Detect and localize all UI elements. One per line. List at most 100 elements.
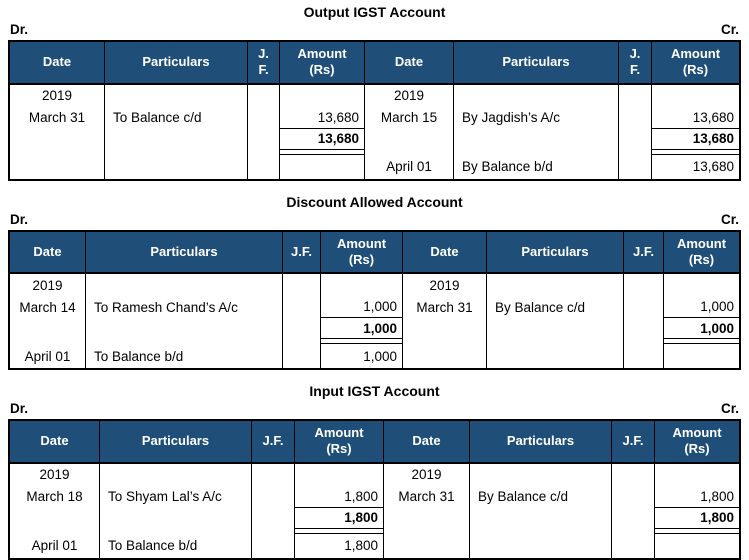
spacer-cell (384, 508, 469, 529)
spacer-cell (454, 129, 618, 150)
double-rule (652, 150, 739, 155)
spacer-cell (403, 318, 486, 339)
closing-particulars: By Balance b/d (462, 159, 553, 174)
entry-amount: 1,800 (295, 486, 383, 508)
double-rule (280, 150, 364, 155)
jf-cell (252, 486, 294, 508)
table-body: 2019 March 31 To Balance c/d (10, 84, 739, 179)
date-column-dr: 2019 March 14 April 01 (10, 274, 86, 368)
spacer-cell (10, 508, 99, 529)
entry-date: March 14 (19, 299, 76, 315)
column-header-jf-cr: J. F. (619, 42, 652, 83)
closing-amount (280, 155, 364, 179)
table-body: 2019 March 18 April 01 To Shyam Lal’s A/… (10, 463, 739, 558)
spacer-cell (470, 508, 611, 529)
entry-particulars: By Balance c/d (478, 489, 569, 504)
dr-cr-row: Dr. Cr. (8, 210, 741, 230)
ledger-table: Date Particulars J.F. Amount (Rs) Date P… (8, 229, 741, 370)
spacer-cell (105, 129, 247, 150)
column-header-amount-dr: Amount (Rs) (321, 231, 403, 272)
column-header-particulars-cr: Particulars (454, 42, 619, 83)
column-header-jf-dr: J. F. (248, 42, 280, 83)
total-amount: 13,680 (280, 129, 364, 150)
spacer-cell (10, 318, 85, 339)
column-header-date-dr: Date (10, 421, 100, 462)
spacer-cell (365, 129, 453, 150)
year-cell: 2019 (32, 277, 63, 293)
date-column-cr: 2019 March 31 (384, 463, 470, 558)
entry-particulars: To Balance c/d (113, 110, 202, 125)
jf-cell (619, 107, 651, 129)
particulars-column-cr: By Balance c/d (487, 274, 624, 368)
entry-particulars: To Shyam Lal’s A/c (108, 489, 222, 504)
dr-label: Dr. (10, 22, 29, 37)
particulars-column-dr: To Ramesh Chand’s A/c To Balance b/d (86, 274, 283, 368)
spacer-cell (652, 85, 739, 107)
year-cell: 2019 (41, 88, 73, 103)
double-rule (664, 339, 739, 344)
jf-cell (624, 274, 663, 296)
particulars-column-cr: By Jagdish’s A/c By Balance b/d (454, 84, 619, 179)
account-title: Output IGST Account (303, 4, 446, 20)
double-rule (655, 529, 739, 534)
jf-cell (619, 155, 651, 179)
spacer-cell (100, 464, 251, 486)
column-header-jf-cr: J.F. (612, 421, 655, 462)
jf-cell (283, 274, 320, 296)
cr-label: Cr. (720, 22, 739, 37)
double-rule (321, 339, 402, 344)
entry-particulars: By Jagdish’s A/c (462, 110, 561, 125)
jf-cell (612, 534, 654, 558)
spacer-cell (470, 464, 611, 486)
particulars-column-cr: By Balance c/d (470, 463, 612, 558)
account-section-output-igst: Output IGST Account Dr. Cr. Date Particu… (8, 0, 741, 181)
column-header-particulars-dr: Particulars (100, 421, 252, 462)
spacer-cell (86, 274, 282, 296)
spacer-cell (10, 129, 104, 150)
column-header-particulars-cr: Particulars (470, 421, 612, 462)
jf-cell (624, 318, 663, 339)
jf-cell (248, 155, 279, 179)
jf-cell (248, 129, 279, 150)
closing-particulars: To Balance b/d (108, 538, 198, 553)
entry-date: March 31 (28, 110, 86, 125)
entry-date: March 31 (416, 299, 473, 315)
closing-amount (655, 534, 739, 558)
column-header-particulars-cr: Particulars (487, 231, 624, 272)
entry-amount: 1,000 (321, 296, 402, 318)
column-header-amount-dr: Amount (Rs) (295, 421, 384, 462)
entry-date: March 31 (398, 489, 455, 504)
column-header-jf-dr: J.F. (283, 231, 321, 272)
column-header-amount-cr: Amount (Rs) (672, 425, 722, 457)
jf-cell (252, 464, 294, 486)
jf-cell (624, 344, 663, 368)
spacer-cell (454, 85, 618, 107)
closing-amount: 13,680 (692, 159, 734, 174)
column-header-date-cr: Date (384, 421, 470, 462)
closing-particulars (470, 534, 611, 558)
date-column-cr: 2019 March 31 (403, 274, 487, 368)
column-header-amount-cr: Amount (Rs) (676, 235, 727, 267)
jf-cell (624, 296, 663, 318)
dr-label: Dr. (10, 401, 29, 416)
jf-cell (612, 464, 654, 486)
account-title: Discount Allowed Account (286, 193, 463, 210)
column-header-date-cr: Date (365, 42, 454, 83)
jf-column-dr (283, 274, 321, 368)
entry-amount: 1,000 (664, 296, 739, 318)
closing-date: April 01 (24, 348, 71, 364)
column-header-amount-cr: Amount (Rs) (670, 46, 721, 78)
jf-cell (612, 486, 654, 508)
dr-cr-row: Dr. Cr. (8, 20, 741, 40)
column-header-jf-dr: J.F. (252, 421, 295, 462)
column-header-date-cr: Date (403, 231, 487, 272)
spacer-cell (655, 464, 739, 486)
entry-particulars: By Balance c/d (495, 299, 586, 315)
account-section-input-igst: Input IGST Account Dr. Cr. Date Particul… (8, 379, 741, 560)
spacer-cell (280, 85, 364, 107)
closing-date (10, 155, 104, 179)
jf-cell (252, 508, 294, 529)
table-body: 2019 March 14 April 01 To Ramesh Chand’s… (10, 274, 739, 368)
spacer-cell (487, 318, 623, 339)
table-header-row: Date Particulars J.F. Amount (Rs) Date P… (10, 421, 739, 464)
